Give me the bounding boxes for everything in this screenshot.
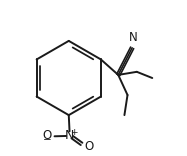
- Text: O: O: [42, 129, 51, 142]
- Text: O: O: [84, 140, 94, 153]
- Text: −: −: [42, 135, 51, 145]
- Text: N: N: [65, 129, 74, 142]
- Text: N: N: [129, 31, 138, 44]
- Text: +: +: [70, 128, 78, 137]
